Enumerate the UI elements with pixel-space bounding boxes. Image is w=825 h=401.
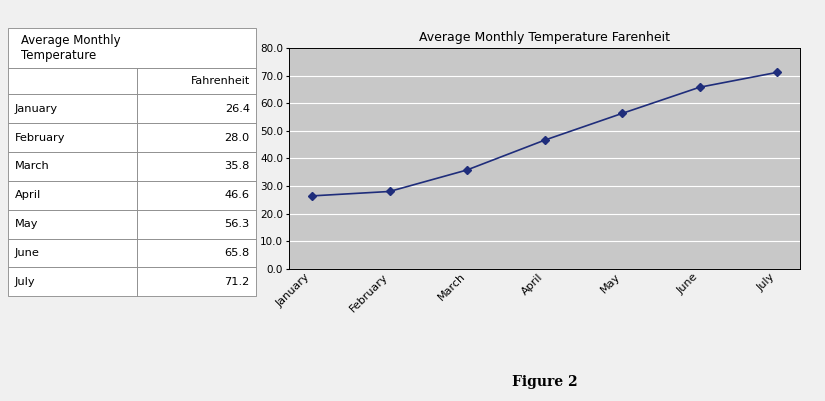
Text: Average Monthly
Temperature: Average Monthly Temperature	[21, 34, 120, 62]
Text: July: July	[15, 277, 35, 287]
Text: May: May	[15, 219, 38, 229]
Text: June: June	[15, 248, 40, 258]
Text: 56.3: 56.3	[224, 219, 250, 229]
Text: January: January	[15, 104, 58, 113]
Title: Average Monthly Temperature Farenheit: Average Monthly Temperature Farenheit	[419, 31, 670, 44]
Text: Figure 2: Figure 2	[512, 375, 578, 389]
Text: February: February	[15, 133, 65, 142]
Text: 28.0: 28.0	[224, 133, 250, 142]
Text: 35.8: 35.8	[224, 162, 250, 171]
Text: April: April	[15, 190, 41, 200]
Text: 46.6: 46.6	[224, 190, 250, 200]
Text: 71.2: 71.2	[224, 277, 250, 287]
Text: 65.8: 65.8	[224, 248, 250, 258]
Text: Fahrenheit: Fahrenheit	[191, 76, 250, 86]
Text: March: March	[15, 162, 50, 171]
Text: 26.4: 26.4	[224, 104, 250, 113]
